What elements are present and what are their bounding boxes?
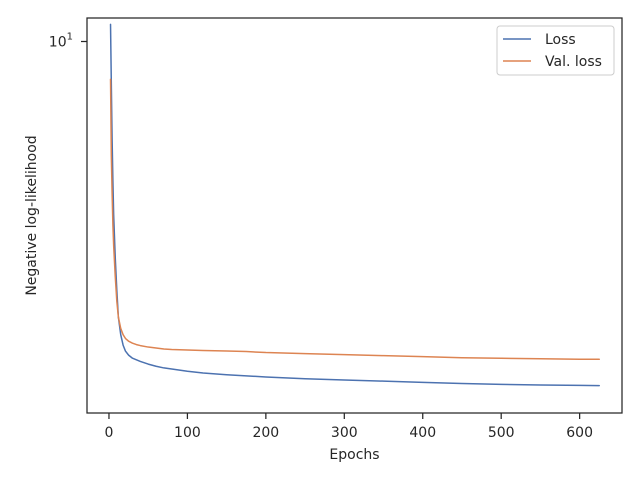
axes-frame [86,17,623,414]
x-tick-label: 100 [174,425,201,441]
x-axis-label: Epochs [329,447,379,463]
x-tick-label: 400 [409,425,436,441]
x-axis-ticks: 0 100 200 300 400 500 600 [105,413,593,441]
legend: Loss Val. loss [496,25,615,76]
y-axis-label: Negative log-likelihood [24,135,40,295]
legend-label: Val. loss [545,54,602,70]
series-line-val-loss [109,78,600,361]
x-tick-label: 600 [566,425,593,441]
legend-label: Loss [545,32,576,48]
x-tick-label: 200 [252,425,279,441]
x-tick-label: 300 [331,425,358,441]
x-tick-label: 0 [105,425,114,441]
series-line-loss [109,23,600,387]
series-layer [109,23,600,387]
x-tick-label: 500 [488,425,515,441]
